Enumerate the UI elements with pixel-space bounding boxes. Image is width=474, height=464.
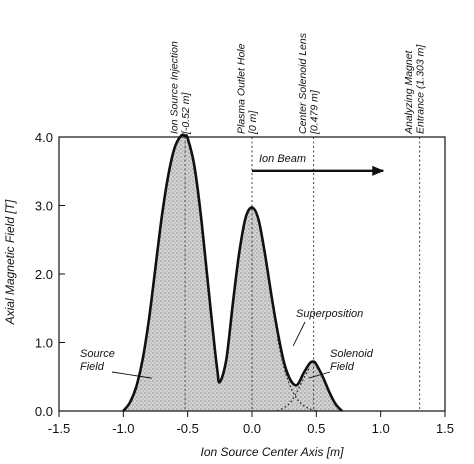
- vertical-marker-label-0: Ion Source Injection [-0.52 m]: [169, 41, 193, 135]
- x-tick-label: 0.5: [307, 421, 325, 436]
- annotation-text-line: Superposition: [296, 308, 363, 320]
- vertical-marker-label-line: Ion Source Injection: [169, 41, 181, 134]
- vertical-marker-label-line: Analyzing Magnet: [403, 49, 415, 135]
- x-tick-label: 0.0: [243, 421, 261, 436]
- series-line-solenoid-field: [277, 366, 311, 412]
- x-tick-label: -0.5: [176, 421, 198, 436]
- annotation-text-line: Field: [80, 361, 105, 373]
- y-tick-label: 4.0: [35, 130, 53, 145]
- annotation-leader-line: [111, 371, 152, 379]
- annotation-text-line: Solenoid: [330, 348, 374, 360]
- vertical-marker-label-3: Analyzing Magnet Entrance (1.303 m]: [403, 44, 427, 135]
- vertical-marker-label-1: Plasma Outlet Hole [0 m]: [236, 43, 260, 135]
- vertical-marker-label-2: Center Solenoid Lens [0.479 m]: [297, 32, 321, 135]
- vertical-marker-label-line: [0.479 m]: [309, 89, 321, 135]
- x-tick-label: 1.0: [372, 421, 390, 436]
- annotation-layer: Ion BeamSuperpositionSourceFieldSolenoid…: [80, 153, 385, 379]
- x-tick-label: 1.5: [436, 421, 454, 436]
- y-tick-label: 1.0: [35, 336, 53, 351]
- annotation-text-line: Field: [330, 361, 355, 373]
- y-tick-label: 3.0: [35, 199, 53, 214]
- annotation-ion-beam-label: Ion Beam: [259, 153, 306, 165]
- annotation-superposition: Superposition: [292, 308, 363, 347]
- filled-area-layer: [123, 134, 343, 412]
- vertical-marker-label-line: Entrance (1.303 m]: [415, 44, 427, 134]
- vertical-marker-label-line: [-0.52 m]: [180, 91, 192, 135]
- axes-layer: -1.5 -1.0 -0.5 0.0 0.5 1.0 1.5 0.0 1.0 2.0 3.0 4.0: [35, 130, 454, 436]
- y-axis-title: Axial Magnetic Field [T]: [3, 199, 17, 325]
- vertical-marker-label-line: [0 m]: [247, 110, 259, 135]
- x-axis-title: Ion Source Center Axis [m]: [201, 445, 345, 459]
- annotation-leader-line: [308, 371, 331, 379]
- annotation-leader-line: [292, 321, 306, 347]
- series-layer: [122, 133, 344, 412]
- x-tick-label: -1.5: [48, 421, 70, 436]
- series-line-superposition: [122, 133, 344, 412]
- superposition-area-fill: [123, 134, 343, 412]
- x-tick-label: -1.0: [112, 421, 134, 436]
- y-tick-label: 2.0: [35, 267, 53, 282]
- annotation-text-line: Source: [80, 348, 115, 360]
- vertical-marker-label-line: Center Solenoid Lens: [297, 32, 309, 134]
- vertical-marker-label-line: Plasma Outlet Hole: [236, 43, 248, 134]
- y-tick-label: 0.0: [35, 404, 53, 419]
- vertical-marker-layer: Ion Source Injection [-0.52 m] Plasma Outl…: [169, 32, 427, 411]
